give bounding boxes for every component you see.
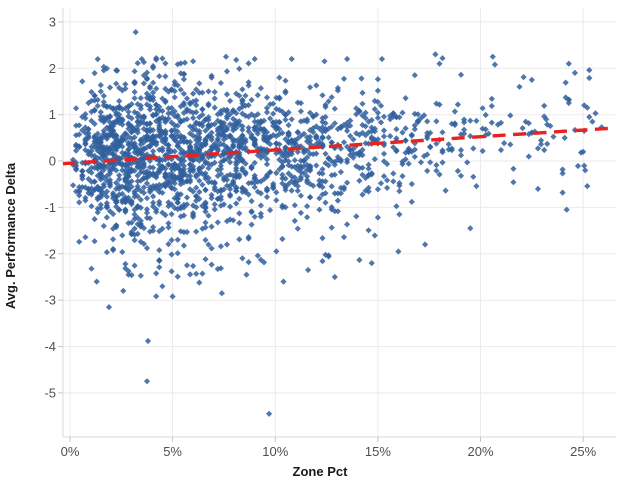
axis-rulers bbox=[62, 8, 616, 438]
x-tick-label: 15% bbox=[365, 444, 391, 459]
x-tick-label: 5% bbox=[163, 444, 182, 459]
y-tick-label: -5 bbox=[44, 385, 56, 400]
y-tick-label: 0 bbox=[49, 154, 56, 169]
axis-tick-marks bbox=[58, 21, 584, 442]
scatter-points bbox=[70, 29, 605, 417]
x-tick-label: 25% bbox=[570, 444, 596, 459]
y-tick-label: -2 bbox=[44, 246, 56, 261]
x-tick-label: 20% bbox=[467, 444, 493, 459]
y-tick-label: -4 bbox=[44, 339, 56, 354]
x-tick-label: 0% bbox=[61, 444, 80, 459]
x-tick-labels: 0% 5% 10% 15% 20% 25% bbox=[61, 444, 597, 459]
y-tick-label: -3 bbox=[44, 293, 56, 308]
x-axis-title: Zone Pct bbox=[292, 464, 348, 479]
y-axis-title-text: Avg. Performance Delta bbox=[3, 162, 18, 310]
y-tick-label: -1 bbox=[44, 200, 56, 215]
y-tick-labels: 3 2 1 0 -1 -2 -3 -4 -5 bbox=[44, 14, 56, 400]
trend-line bbox=[62, 126, 616, 166]
y-tick-label: 3 bbox=[49, 14, 56, 29]
gridlines bbox=[63, 8, 616, 437]
x-tick-label: 10% bbox=[262, 444, 288, 459]
y-tick-label: 2 bbox=[49, 61, 56, 76]
y-tick-label: 1 bbox=[49, 107, 56, 122]
